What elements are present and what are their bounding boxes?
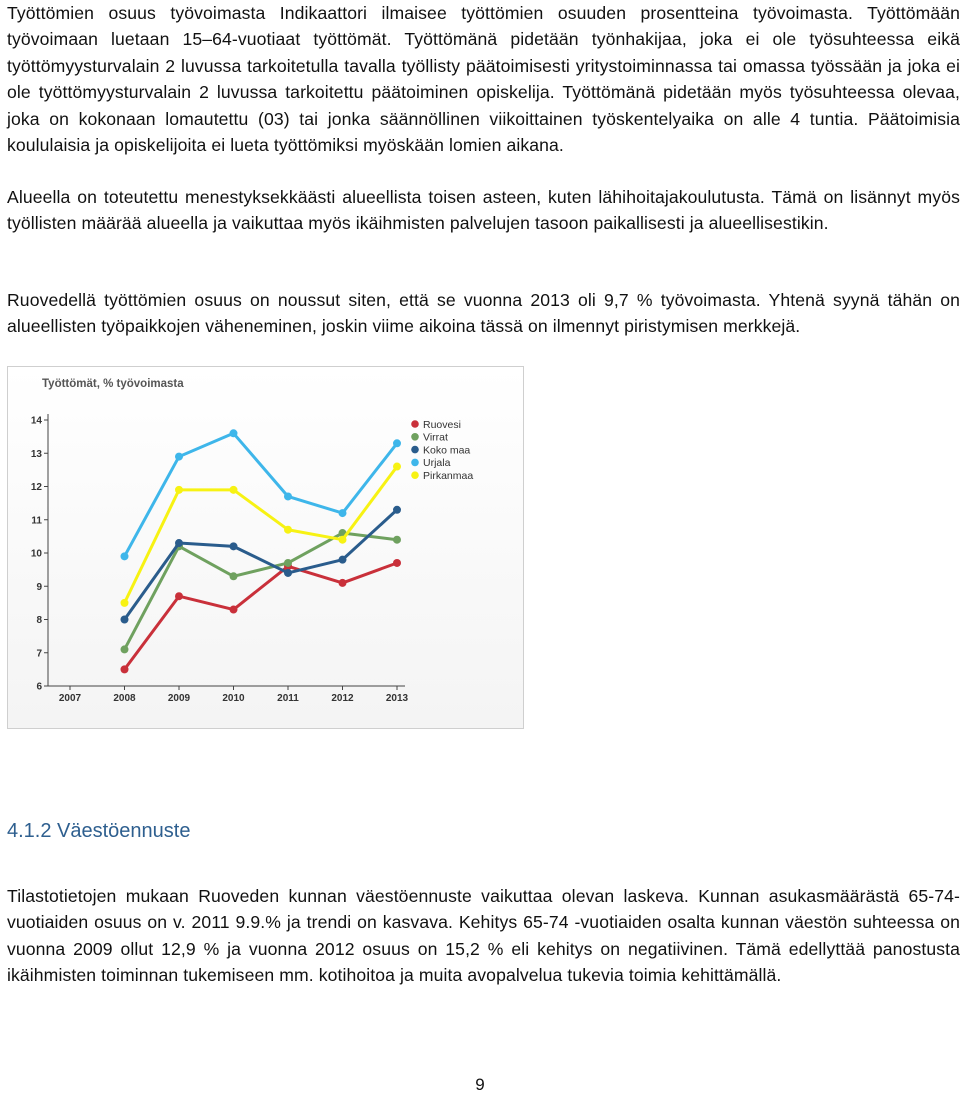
data-point-urjala — [175, 452, 183, 461]
data-point-koko-maa — [175, 539, 183, 548]
y-tick-label: 9 — [36, 582, 42, 593]
y-tick-label: 7 — [36, 648, 42, 659]
data-point-ruovesi — [393, 558, 401, 567]
x-tick-label: 2009 — [168, 693, 191, 704]
data-point-urjala — [393, 439, 401, 448]
x-tick-label: 2013 — [386, 693, 409, 704]
series-line-pirkanmaa — [123, 465, 399, 605]
data-point-virrat — [284, 558, 292, 567]
y-tick-label: 14 — [31, 416, 43, 427]
x-tick-label: 2008 — [113, 693, 136, 704]
legend-marker-koko-maa — [411, 445, 419, 454]
paragraph-education: Alueella on toteutettu menestyksekkäästi… — [7, 187, 960, 234]
x-tick-label: 2011 — [277, 693, 299, 704]
chart-svg: Työttömät, % työvoimasta 6 7 8 9 10 11 12 13 14 2… — [31, 378, 473, 704]
y-tick-label: 13 — [31, 449, 43, 460]
data-point-koko-maa — [284, 568, 292, 577]
legend-marker-ruovesi — [411, 420, 419, 428]
data-point-pirkanmaa — [338, 535, 347, 544]
paragraph-unemployment-definition: Työttömien osuus työvoimasta Indikaattor… — [7, 3, 960, 156]
data-point-koko-maa — [120, 615, 129, 624]
y-tick-label: 12 — [31, 482, 43, 493]
chart-axes: 6 7 8 9 10 11 12 13 14 2007 2008 2009 2010 2011 2012 20… — [31, 414, 409, 704]
y-tick-label: 8 — [36, 615, 42, 626]
legend-marker-urjala — [411, 458, 419, 467]
series-line-koko-maa — [123, 508, 399, 621]
data-point-koko-maa — [338, 555, 347, 564]
series-line-virrat — [123, 531, 399, 651]
legend-label-virrat: Virrat — [423, 432, 448, 444]
data-point-ruovesi — [175, 592, 183, 601]
data-point-virrat — [120, 645, 129, 654]
legend-marker-pirkanmaa — [411, 471, 419, 479]
data-point-urjala — [284, 492, 292, 501]
y-tick-label: 10 — [31, 549, 43, 560]
unemployment-chart: Työttömät, % työvoimasta 6 7 8 9 10 11 12 13 14 2… — [7, 366, 524, 729]
data-point-pirkanmaa — [229, 485, 238, 494]
page-number: 9 — [475, 1075, 485, 1094]
data-point-pirkanmaa — [120, 598, 129, 607]
y-tick-label: 6 — [36, 682, 42, 693]
paragraph-ruovesi-unemployment: Ruovedellä työttömien osuus on noussut s… — [7, 290, 960, 337]
data-point-pirkanmaa — [175, 485, 183, 494]
data-point-ruovesi — [120, 665, 129, 674]
data-point-koko-maa — [229, 542, 238, 551]
legend-label-ruovesi: Ruovesi — [423, 419, 461, 431]
data-point-pirkanmaa — [393, 462, 401, 471]
data-point-urjala — [229, 429, 238, 438]
data-point-ruovesi — [229, 605, 238, 614]
x-tick-label: 2007 — [59, 693, 82, 704]
legend-label-pirkanmaa: Pirkanmaa — [423, 470, 473, 482]
series-line-urjala — [123, 431, 399, 558]
series-line-ruovesi — [123, 561, 399, 671]
data-point-virrat — [229, 572, 238, 581]
data-point-urjala — [120, 552, 129, 561]
x-tick-label: 2010 — [222, 693, 245, 704]
data-point-pirkanmaa — [284, 525, 292, 534]
data-point-virrat — [393, 535, 401, 544]
chart-series — [120, 429, 401, 674]
data-point-koko-maa — [393, 505, 401, 514]
data-point-urjala — [338, 509, 347, 518]
legend-marker-virrat — [411, 433, 419, 441]
y-tick-label: 11 — [31, 515, 42, 526]
legend-label-koko-maa: Koko maa — [423, 444, 470, 456]
x-tick-label: 2012 — [331, 693, 354, 704]
data-point-ruovesi — [338, 578, 347, 587]
section-heading: 4.1.2 Väestöennuste — [7, 820, 191, 842]
paragraph-population-forecast: Tilastotietojen mukaan Ruoveden kunnan v… — [7, 886, 960, 986]
legend-label-urjala: Urjala — [423, 457, 451, 469]
chart-title: Työttömät, % työvoimasta — [42, 378, 184, 390]
